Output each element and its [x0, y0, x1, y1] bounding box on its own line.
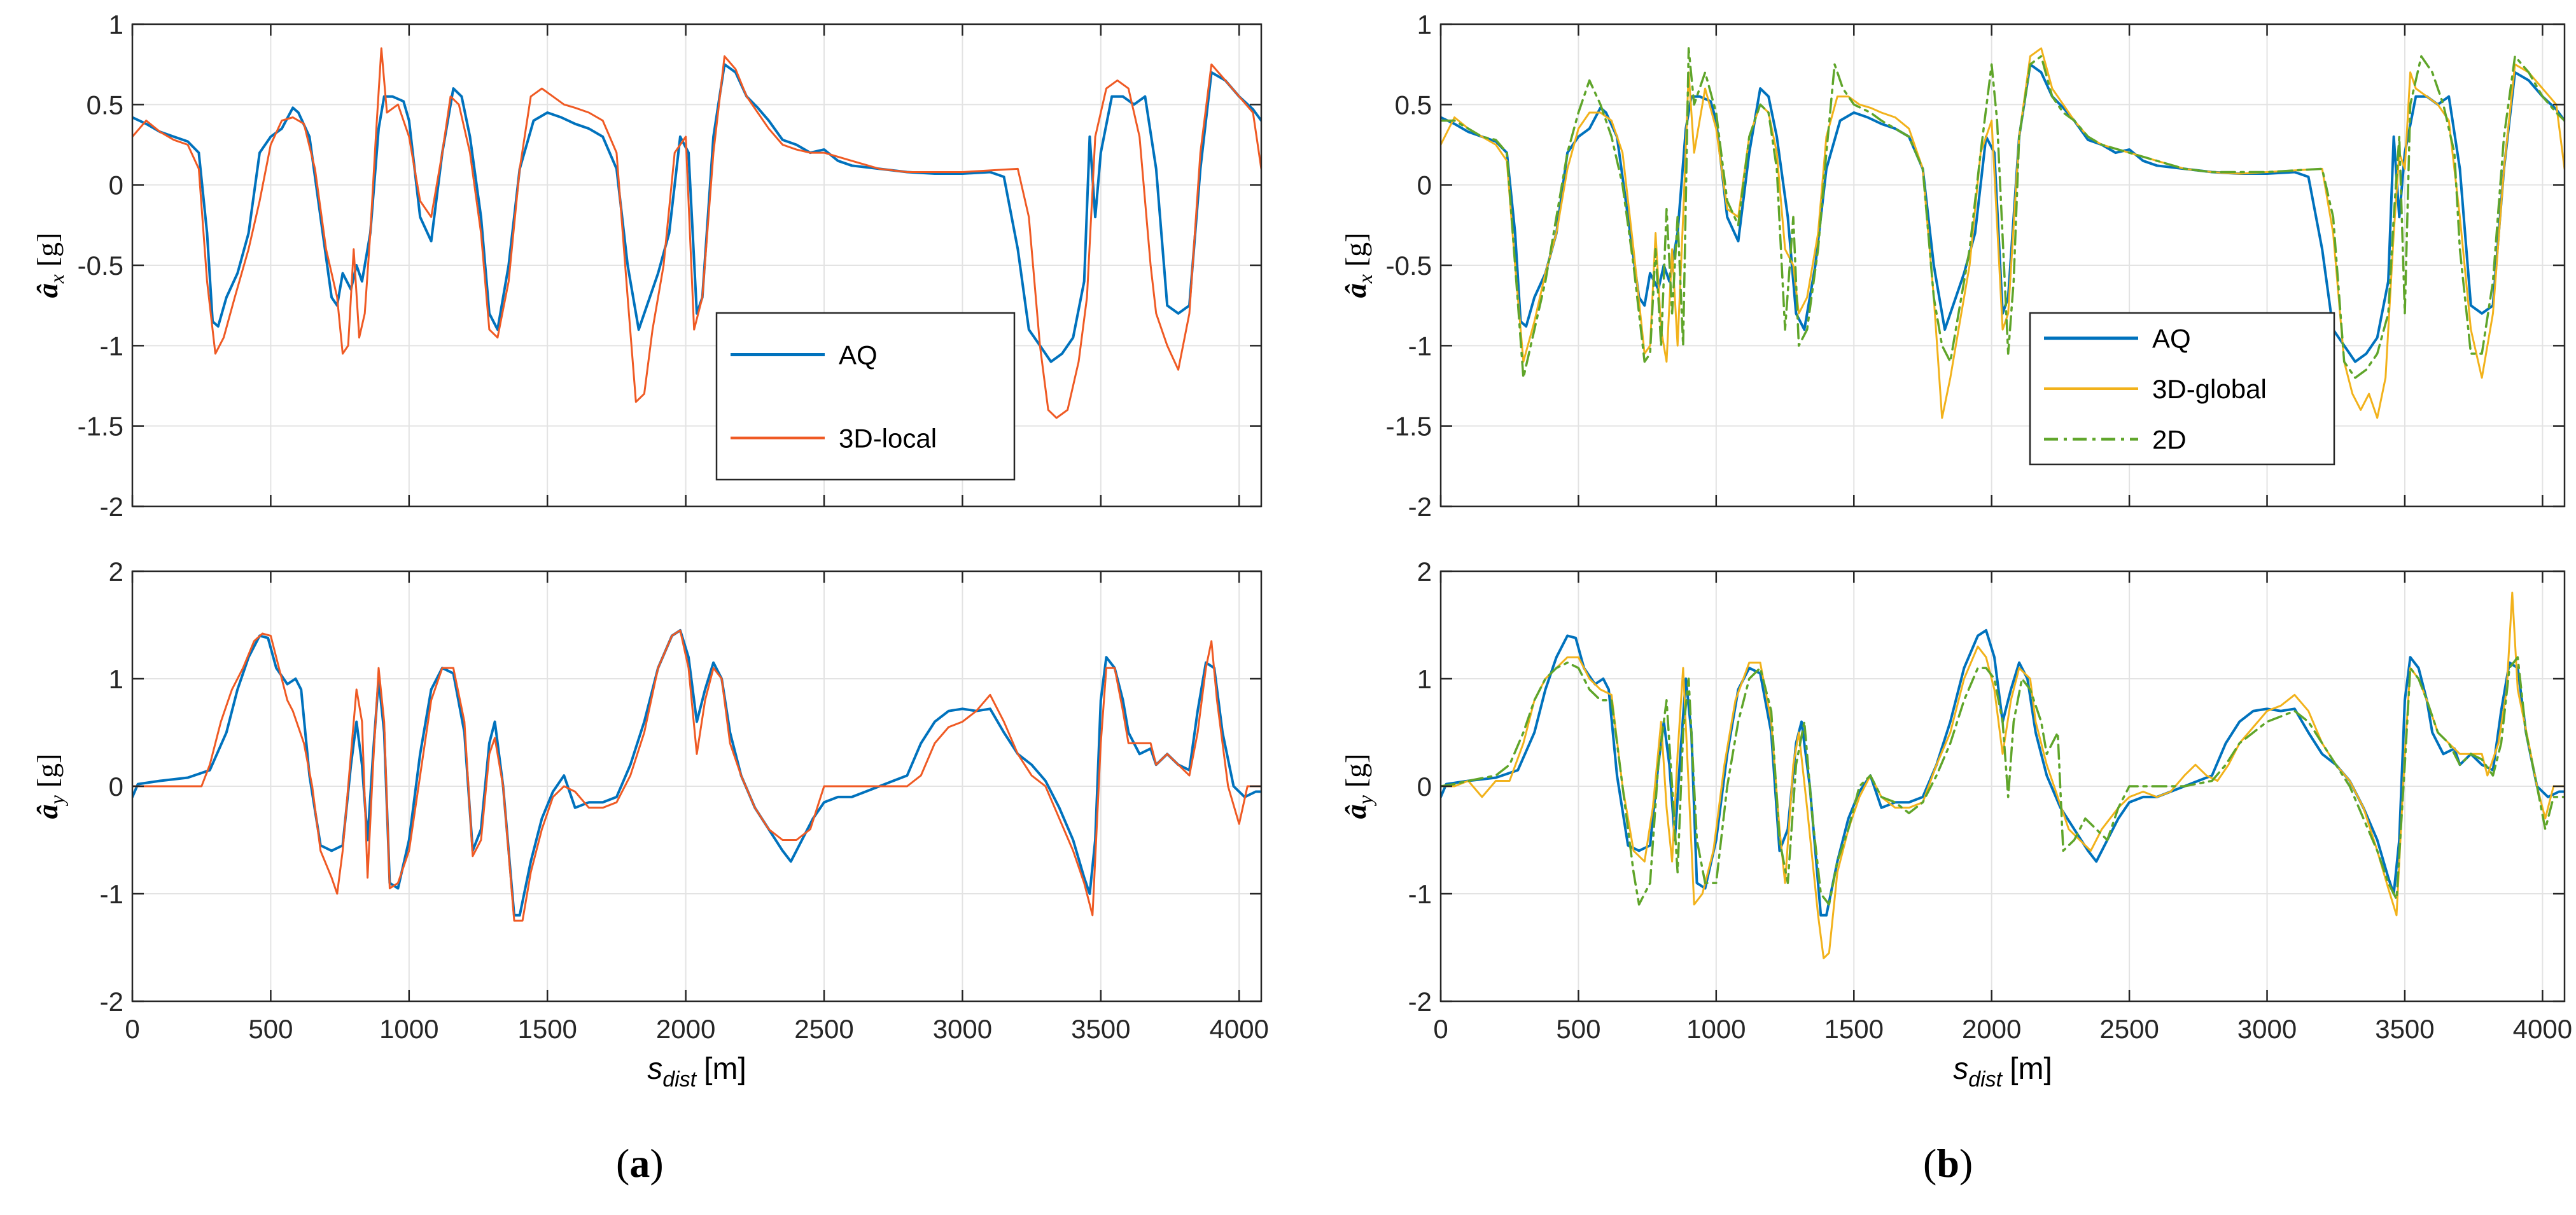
x-tick-label: 1500	[1824, 1014, 1884, 1044]
y-tick-label: -0.5	[78, 251, 123, 281]
legend-box	[715, 312, 1016, 481]
y-axis-label-unit: [g]	[1340, 754, 1372, 788]
series-line-2d	[1441, 656, 2565, 906]
x-tick-label: 0	[125, 1014, 139, 1044]
series-line-2d	[1441, 47, 2565, 379]
y-axis-label: ây [g]	[31, 754, 68, 819]
y-tick-label: -1	[1408, 331, 1432, 361]
series-line-3d-local	[132, 629, 1261, 922]
y-tick-label: 2	[1417, 557, 1432, 587]
legend: AQ 3D-global 2D	[2029, 312, 2335, 466]
x-axis-label: sdist [m]	[647, 1052, 746, 1092]
x-axis-label-unit: [m]	[704, 1052, 746, 1086]
y-axis-label: âx [g]	[1340, 233, 1376, 298]
x-tick-label: 4000	[2513, 1014, 2572, 1044]
y-tick-label: -2	[1408, 492, 1432, 522]
x-axis-label-symbol: s	[1953, 1052, 1968, 1086]
y-axis-label-unit: [g]	[31, 754, 64, 788]
y-tick-label: -1	[100, 331, 123, 361]
y-axis-label-symbol: â	[1340, 283, 1372, 298]
series-line-aq	[1441, 63, 2565, 363]
y-tick-label: -2	[100, 492, 123, 522]
x-tick-label: 2000	[656, 1014, 715, 1044]
x-axis-label-unit: [m]	[2010, 1052, 2052, 1086]
y-axis-label: ây [g]	[1340, 754, 1376, 819]
y-axis-label-subscript: y	[1354, 795, 1376, 806]
y-axis-label-subscript: y	[45, 795, 68, 806]
x-tick-label: 2500	[2099, 1014, 2159, 1044]
y-tick-label: 0.5	[1395, 90, 1432, 120]
chart-a-bottom: 0 500 1000 1500 2000 2500 3000 3500 4000 -2 -1 0 1 2 â…	[31, 557, 1269, 1092]
x-tick-label: 1500	[517, 1014, 577, 1044]
chart-b-top: -2 -1.5 -1 -0.5 0 0.5 1 âx [g] AQ 3D-global 2D	[1340, 10, 2566, 522]
y-tick-label: -1.5	[1386, 412, 1432, 441]
caption-a: (a)	[616, 1141, 664, 1186]
x-tick-label: 0	[1433, 1014, 1448, 1044]
legend: AQ 3D-local	[715, 312, 1016, 481]
x-tick-label: 3000	[933, 1014, 992, 1044]
y-axis-label-unit: [g]	[1340, 233, 1372, 267]
x-tick-label: 1000	[379, 1014, 438, 1044]
caption-b: (b)	[1923, 1141, 1973, 1186]
y-axis-label: âx [g]	[31, 233, 68, 298]
legend-label-aq: AQ	[839, 340, 878, 370]
y-tick-label: -1	[1408, 879, 1432, 909]
y-tick-label: 2	[109, 557, 123, 587]
y-axis-label-subscript: x	[1354, 274, 1376, 284]
x-axis-label-subscript: dist	[662, 1067, 697, 1092]
legend-label-3d-local: 3D-local	[839, 424, 937, 454]
x-tick-label: 3500	[1071, 1014, 1130, 1044]
series-line-3d-local	[132, 47, 1261, 419]
y-axis-label-symbol: â	[31, 283, 64, 298]
y-tick-label: 1	[109, 664, 123, 694]
y-axis-label-symbol: â	[31, 804, 64, 819]
caption-b-letter: b	[1936, 1141, 1959, 1186]
x-tick-label: 2500	[794, 1014, 853, 1044]
x-tick-label: 500	[1556, 1014, 1600, 1044]
chart-a-top: -2 -1.5 -1 -0.5 0 0.5 1 âx [g] AQ 3D-local	[31, 10, 1263, 522]
y-tick-label: 1	[1417, 664, 1432, 694]
y-tick-label: 0	[109, 170, 123, 200]
chart-b-bottom: 0 500 1000 1500 2000 2500 3000 3500 4000 -2 -1 0 1 2 â…	[1340, 557, 2572, 1092]
x-tick-label: 3000	[2237, 1014, 2297, 1044]
legend-label-3d-global: 3D-global	[2152, 374, 2267, 404]
legend-label-aq: AQ	[2152, 324, 2191, 354]
x-tick-label: 500	[248, 1014, 293, 1044]
y-tick-label: 1	[109, 10, 123, 39]
y-tick-label: -1.5	[78, 412, 123, 441]
y-tick-label: 0	[1417, 170, 1432, 200]
y-tick-label: 0	[109, 772, 123, 802]
y-axis-label-symbol: â	[1340, 804, 1372, 819]
y-axis-label-unit: [g]	[31, 233, 64, 267]
y-tick-label: -0.5	[1386, 251, 1432, 281]
legend-label-2d: 2D	[2152, 424, 2187, 454]
y-tick-label: -2	[1408, 987, 1432, 1017]
x-tick-label: 4000	[1209, 1014, 1268, 1044]
x-tick-label: 1000	[1686, 1014, 1746, 1044]
caption-a-letter: a	[629, 1141, 650, 1186]
x-tick-label: 2000	[1962, 1014, 2021, 1044]
x-axis-label-subscript: dist	[1968, 1067, 2003, 1092]
y-axis-label-subscript: x	[45, 274, 68, 284]
y-tick-label: 1	[1417, 10, 1432, 39]
x-axis-label: sdist [m]	[1953, 1052, 2052, 1092]
y-tick-label: -1	[100, 879, 123, 909]
y-tick-label: 0	[1417, 772, 1432, 802]
y-tick-label: 0.5	[87, 90, 123, 120]
y-tick-label: -2	[100, 987, 123, 1017]
x-tick-label: 3500	[2375, 1014, 2434, 1044]
x-axis-label-symbol: s	[647, 1052, 662, 1086]
